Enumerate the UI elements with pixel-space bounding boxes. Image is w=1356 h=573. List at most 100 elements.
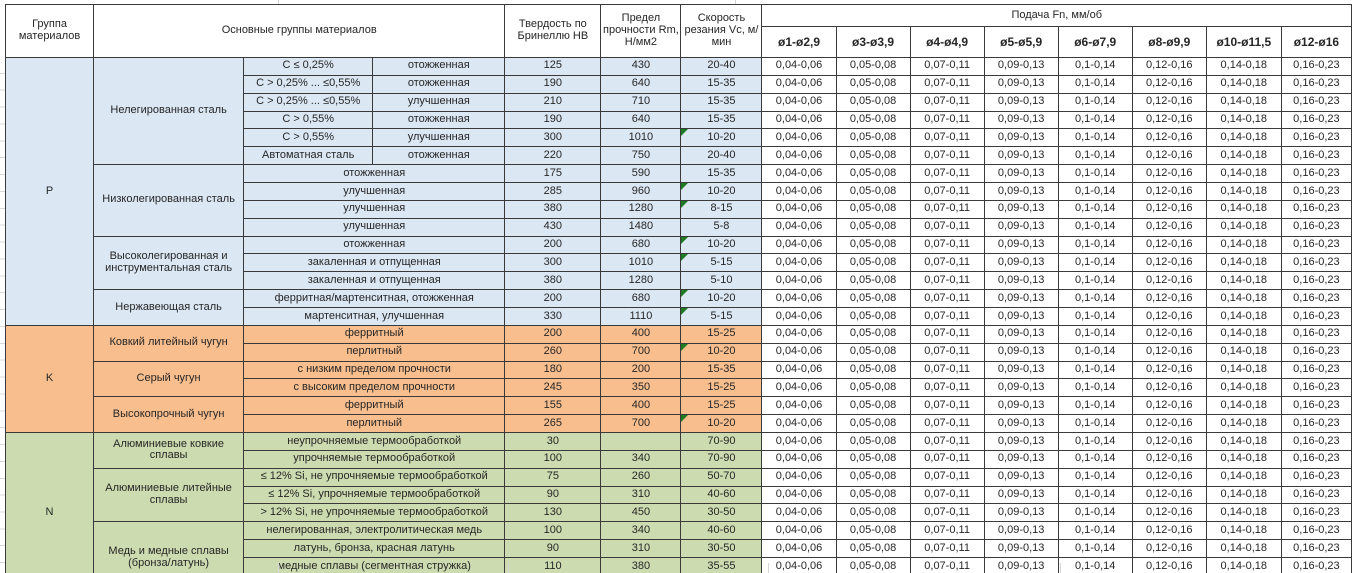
strength-cell: 310: [600, 539, 682, 559]
feed-cell: 0,05-0,08: [835, 557, 911, 573]
feed-cell: 0,04-0,06: [761, 164, 837, 184]
feed-cell: 0,05-0,08: [835, 342, 911, 362]
feed-cell: 0,09-0,13: [983, 57, 1059, 76]
feed-cell: 0,04-0,06: [761, 110, 837, 130]
hardness-cell: 200: [504, 289, 602, 309]
material-spec-cell: ≤ 12% Si, упрочняемые термообработкой: [243, 485, 506, 505]
feed-cell: 0,07-0,11: [909, 146, 985, 166]
feed-cell: 0,04-0,06: [761, 307, 837, 326]
feed-cell: 0,05-0,08: [835, 182, 911, 201]
material-spec-cell: C > 0,25% ... ≤0,55%: [243, 74, 374, 94]
feed-cell: 0,04-0,06: [761, 146, 837, 166]
table-row: Низколегированная сталь отожженная 175 590 1…: [6, 164, 1353, 237]
cutting-speed-cell: 70-90: [680, 449, 763, 469]
feed-cell: 0,04-0,06: [761, 467, 837, 487]
header-feed-diameter: ø3-ø3,9: [835, 26, 911, 58]
cutting-speed-value: 15-35: [707, 77, 736, 90]
header-tensile-strength: Предел прочности Rm, Н/мм2: [600, 4, 682, 58]
hardness-cell: 330: [504, 307, 602, 326]
feed-cell: 0,09-0,13: [983, 182, 1059, 201]
cutting-speed-value: 15-35: [707, 113, 736, 126]
cutting-speed-cell: 20-40: [680, 57, 763, 76]
feed-cell: 0,12-0,16: [1131, 271, 1207, 291]
gridline-stub: [1060, 563, 1061, 573]
cutting-speed-cell: 10-20: [680, 182, 763, 201]
table-row: Серый чугун с низким пределом прочности 18…: [6, 360, 1353, 398]
header-feed-diameter: ø4-ø4,9: [909, 26, 985, 58]
feed-cell: 0,04-0,06: [761, 289, 837, 309]
feed-cell: 0,09-0,13: [983, 74, 1059, 94]
table-row: закаленная и отпущенная 300 1010 5-15 0,04-0…: [6, 253, 1353, 273]
hardness-cell: 380: [504, 271, 602, 291]
feed-cell: 0,14-0,18: [1205, 557, 1282, 573]
feed-cell: 0,05-0,08: [835, 128, 911, 148]
material-spec-cell: с высоким пределом прочности: [243, 378, 506, 398]
feed-cell: 0,04-0,06: [761, 342, 837, 362]
feed-cell: 0,16-0,23: [1280, 164, 1353, 184]
group-code-cell: P: [4, 57, 95, 326]
hardness-cell: 265: [504, 414, 602, 434]
feed-cell: 0,07-0,11: [909, 485, 985, 505]
cutting-speed-value: 30-50: [707, 505, 736, 518]
feed-cell: 0,14-0,18: [1205, 289, 1282, 309]
feed-cell: 0,04-0,06: [761, 432, 837, 451]
feed-cell: 0,1-0,14: [1057, 110, 1133, 130]
cutting-speed-value: 15-25: [707, 398, 736, 411]
table-row: P Нелегированная сталь C ≤ 0,25% отожженная…: [4, 56, 1353, 326]
feed-cell: 0,1-0,14: [1057, 360, 1133, 380]
hardness-cell: 180: [504, 360, 602, 380]
material-subgroup-cell: Нелегированная сталь: [93, 56, 245, 166]
feed-cell: 0,04-0,06: [761, 217, 837, 237]
feed-cell: 0,07-0,11: [909, 92, 985, 112]
feed-cell: 0,09-0,13: [983, 253, 1059, 273]
feed-cell: 0,1-0,14: [1057, 253, 1133, 273]
feed-cell: 0,07-0,11: [909, 271, 985, 291]
table-row: ≤ 12% Si, упрочняемые термообработкой 90 3…: [6, 485, 1353, 505]
cutting-speed-value: 5-15: [710, 309, 733, 322]
feed-cell: 0,05-0,08: [835, 324, 911, 344]
header-feed-diameter: ø5-ø5,9: [983, 26, 1059, 58]
feed-cell: 0,05-0,08: [835, 414, 911, 434]
feed-cell: 0,12-0,16: [1131, 253, 1207, 273]
cutting-speed-cell: 15-25: [680, 396, 763, 416]
feed-cell: 0,04-0,06: [761, 128, 837, 148]
feed-cell: 0,07-0,11: [909, 449, 985, 469]
feed-cell: 0,09-0,13: [983, 539, 1059, 559]
feed-cell: 0,09-0,13: [983, 307, 1059, 326]
hardness-cell: 285: [504, 182, 602, 201]
feed-cell: 0,07-0,11: [909, 74, 985, 94]
material-condition-cell: отожженная: [372, 146, 506, 166]
material-spec-cell: Автоматная сталь: [243, 146, 374, 166]
feed-cell: 0,1-0,14: [1057, 182, 1133, 201]
cutting-speed-value: 10-20: [707, 130, 736, 143]
feed-cell: 0,14-0,18: [1205, 271, 1282, 291]
hardness-cell: 300: [504, 128, 602, 148]
cutting-speed-cell: 15-25: [680, 378, 763, 398]
material-spec-cell: ≤ 12% Si, не упрочняемые термообработкой: [243, 467, 506, 487]
feed-cell: 0,09-0,13: [983, 503, 1059, 523]
material-spec-cell: мартенситная, улучшенная: [243, 307, 506, 326]
feed-cell: 0,09-0,13: [983, 164, 1059, 184]
feed-cell: 0,09-0,13: [983, 146, 1059, 166]
feed-cell: 0,16-0,23: [1280, 485, 1353, 505]
feed-cell: 0,1-0,14: [1057, 146, 1133, 166]
hardness-cell: 300: [504, 253, 602, 273]
feed-cell: 0,09-0,13: [983, 92, 1059, 112]
cutting-speed-value: 20-40: [707, 59, 736, 72]
feed-cell: 0,09-0,13: [983, 360, 1059, 380]
table-row: Автоматная сталь отожженная 220 750 20-40 0,0…: [6, 146, 1353, 166]
feed-cell: 0,14-0,18: [1205, 378, 1282, 398]
material-spec-cell: ферритная/мартенситная, отожженная: [243, 289, 506, 309]
feed-cell: 0,05-0,08: [835, 467, 911, 487]
material-spec-cell: упрочняемые термообработкой: [243, 449, 506, 469]
material-spec-cell: нелегированная, электролитическая медь: [243, 521, 506, 541]
feed-cell: 0,12-0,16: [1131, 182, 1207, 201]
cutting-speed-cell: 20-40: [680, 146, 763, 166]
comment-marker-icon: [681, 183, 689, 191]
material-spec-cell: C > 0,55%: [243, 128, 374, 148]
feed-cell: 0,12-0,16: [1131, 557, 1207, 573]
strength-cell: [600, 432, 682, 451]
feed-cell: 0,09-0,13: [983, 396, 1059, 416]
feed-cell: 0,07-0,11: [909, 57, 985, 76]
feed-cell: 0,1-0,14: [1057, 396, 1133, 416]
